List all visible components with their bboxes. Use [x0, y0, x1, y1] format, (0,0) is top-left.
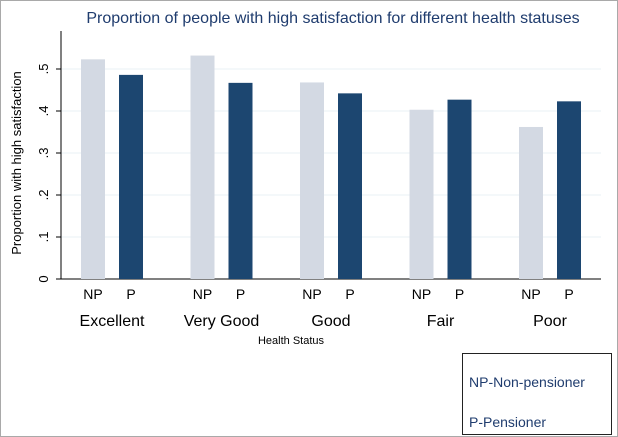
y-tick-label: .2 — [36, 190, 51, 201]
plot-area: 0 .1 .2 .3 .4 .5 NP P Excellent NP P Very Good NP P Go… — [36, 31, 601, 330]
bar-np-fair — [409, 109, 434, 280]
chart-title: Proportion of people with high satisfact… — [86, 10, 579, 27]
bar-sublabel: NP — [412, 286, 431, 302]
bar-np-poor — [519, 126, 543, 280]
category-label: Excellent — [80, 313, 145, 330]
bar-p-good — [338, 93, 362, 279]
bar-np-good — [300, 82, 324, 279]
bar-np-excellent — [81, 59, 105, 280]
x-axis-label: Health Status — [258, 335, 325, 347]
y-tick-label: .1 — [36, 232, 51, 243]
bar-sublabel: P — [564, 286, 573, 302]
bar-sublabel: NP — [521, 286, 540, 302]
bar-np-very-good — [190, 55, 215, 280]
y-axis-label: Proportion with high satisfaction — [9, 71, 24, 255]
category-label: Good — [311, 313, 350, 330]
y-tick-label: .5 — [36, 64, 51, 75]
y-tick-label: .4 — [36, 106, 51, 117]
bar-sublabel: P — [126, 286, 135, 302]
bar-sublabel: P — [236, 286, 245, 302]
bar-sublabel: P — [455, 286, 464, 302]
category-label: Very Good — [184, 313, 260, 330]
bar-p-fair — [447, 99, 472, 279]
bar-sublabel: NP — [193, 286, 212, 302]
legend: NP-Non-pensioner P-Pensioner — [462, 353, 612, 435]
bar-sublabel: P — [345, 286, 354, 302]
category-label: Poor — [533, 313, 567, 330]
bar-p-excellent — [119, 74, 143, 279]
bar-sublabel: NP — [83, 286, 102, 302]
y-tick-label: 0 — [36, 275, 51, 282]
y-tick-label: .3 — [36, 148, 51, 159]
legend-entry-p: P-Pensioner — [469, 414, 547, 430]
bar-p-poor — [557, 101, 581, 279]
category-label: Fair — [427, 313, 455, 330]
bar-chart: Proportion of people with high satisfact… — [9, 10, 601, 347]
bar-sublabel: NP — [302, 286, 321, 302]
bar-p-very-good — [228, 82, 253, 279]
legend-entry-np: NP-Non-pensioner — [469, 374, 585, 390]
